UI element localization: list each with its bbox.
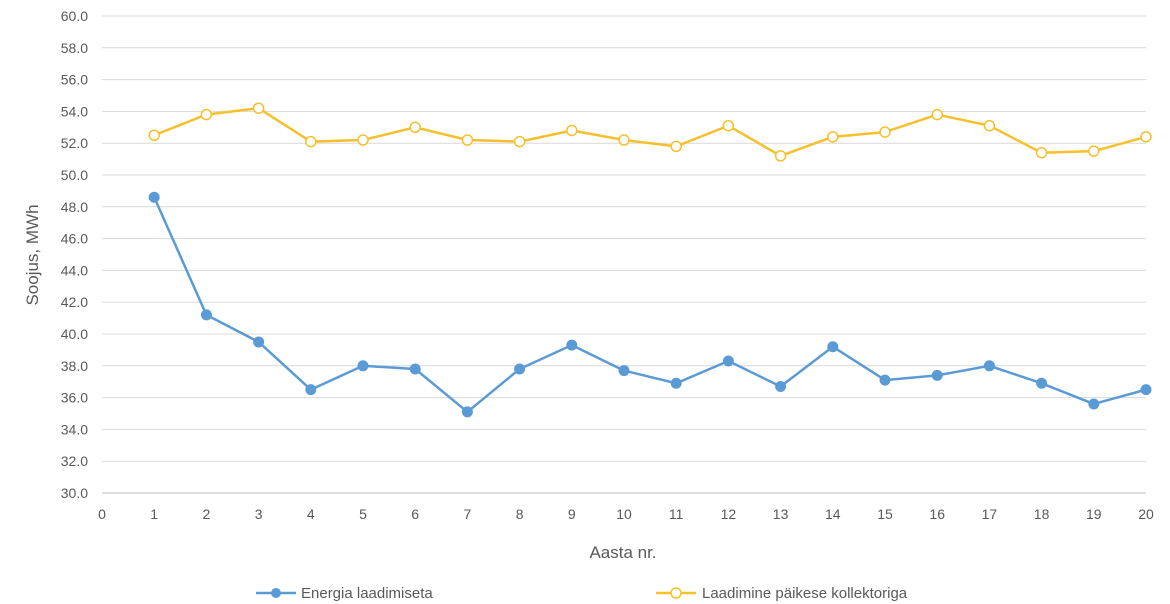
data-point bbox=[879, 374, 891, 386]
series-1 bbox=[148, 191, 1152, 418]
x-tick-label: 7 bbox=[464, 506, 472, 522]
data-point bbox=[357, 360, 369, 372]
y-tick-label: 56.0 bbox=[61, 72, 88, 88]
x-tick-label: 6 bbox=[411, 506, 419, 522]
data-point bbox=[1035, 146, 1048, 159]
legend: Energia laadimiseta Laadimine päikese kol… bbox=[256, 585, 908, 602]
data-point bbox=[722, 355, 734, 367]
x-tick-label: 5 bbox=[359, 506, 367, 522]
legend-label: Energia laadimiseta bbox=[301, 585, 433, 602]
data-point bbox=[514, 363, 526, 375]
legend-label: Laadimine päikese kollektoriga bbox=[702, 585, 908, 602]
y-tick-label: 44.0 bbox=[61, 262, 88, 278]
data-point bbox=[200, 309, 212, 321]
series-line bbox=[153, 106, 1147, 158]
data-point bbox=[461, 406, 473, 418]
y-tick-label: 38.0 bbox=[61, 358, 88, 374]
x-tick-label: 3 bbox=[255, 506, 263, 522]
legend-marker bbox=[271, 588, 281, 598]
data-point bbox=[1088, 398, 1100, 410]
y-tick-label: 46.0 bbox=[61, 231, 88, 247]
data-point bbox=[513, 135, 526, 148]
series-layer bbox=[148, 102, 1152, 418]
gridlines bbox=[102, 15, 1146, 462]
y-tick-label: 30.0 bbox=[61, 485, 88, 501]
legend-marker bbox=[670, 587, 682, 599]
data-point bbox=[305, 135, 317, 148]
x-tick-label: 18 bbox=[1034, 506, 1050, 522]
data-point bbox=[983, 119, 996, 132]
data-point bbox=[409, 121, 421, 134]
x-tick-label: 11 bbox=[669, 506, 684, 522]
y-axis-ticks: 30.0 32.0 34.0 36.0 38.0 40.0 42.0 44.0 46.0 48.0… bbox=[61, 8, 88, 501]
data-point bbox=[252, 102, 265, 114]
legend-item: Energia laadimiseta bbox=[256, 585, 433, 602]
x-tick-label: 1 bbox=[150, 506, 158, 522]
x-tick-label: 16 bbox=[929, 506, 945, 522]
y-tick-label: 40.0 bbox=[61, 326, 88, 342]
x-tick-label: 8 bbox=[516, 506, 524, 522]
data-point bbox=[148, 129, 160, 141]
data-point bbox=[1140, 131, 1152, 143]
x-tick-label: 14 bbox=[825, 506, 841, 522]
x-tick-label: 13 bbox=[773, 506, 789, 522]
x-tick-label: 12 bbox=[721, 506, 737, 522]
x-axis-ticks: 0 1 2 3 4 5 6 7 8 9 10 11 12 13 14 15 16 17 18 19 20 bbox=[98, 506, 1154, 522]
data-point bbox=[1036, 377, 1048, 389]
y-tick-label: 58.0 bbox=[61, 40, 88, 56]
y-tick-label: 50.0 bbox=[61, 167, 88, 183]
y-tick-label: 42.0 bbox=[61, 294, 88, 310]
data-point bbox=[931, 108, 943, 121]
data-point bbox=[722, 119, 735, 132]
y-axis-title: Soojus, MWh bbox=[23, 204, 42, 305]
data-point bbox=[357, 134, 369, 146]
data-point bbox=[409, 363, 421, 375]
data-point bbox=[827, 131, 839, 143]
y-tick-label: 52.0 bbox=[61, 135, 88, 151]
data-point bbox=[775, 380, 787, 392]
x-tick-label: 2 bbox=[203, 506, 211, 522]
data-point bbox=[774, 150, 787, 162]
data-point bbox=[253, 336, 265, 348]
data-point bbox=[461, 134, 474, 146]
x-tick-label: 20 bbox=[1138, 506, 1154, 522]
data-point bbox=[618, 365, 630, 377]
data-point bbox=[1140, 384, 1152, 396]
data-point bbox=[670, 377, 682, 389]
x-tick-label: 9 bbox=[568, 506, 576, 522]
y-tick-label: 54.0 bbox=[61, 103, 88, 119]
data-point bbox=[931, 369, 943, 381]
y-tick-label: 34.0 bbox=[61, 421, 88, 437]
data-point bbox=[148, 191, 160, 203]
y-tick-label: 32.0 bbox=[61, 453, 88, 469]
x-axis-title: Aasta nr. bbox=[589, 543, 656, 562]
data-point bbox=[1088, 145, 1100, 157]
data-point bbox=[827, 341, 839, 353]
y-tick-label: 48.0 bbox=[61, 199, 88, 215]
x-tick-label: 10 bbox=[616, 506, 632, 522]
series-line bbox=[153, 196, 1147, 414]
y-tick-label: 36.0 bbox=[61, 390, 88, 406]
x-tick-label: 19 bbox=[1086, 506, 1102, 522]
data-point bbox=[305, 384, 317, 396]
data-point bbox=[200, 108, 213, 121]
data-point bbox=[879, 126, 891, 138]
series-2 bbox=[148, 102, 1152, 162]
legend-item: Laadimine päikese kollektoriga bbox=[656, 585, 908, 602]
x-tick-label: 0 bbox=[98, 506, 106, 522]
x-tick-label: 15 bbox=[877, 506, 893, 522]
y-tick-label: 60.0 bbox=[61, 8, 88, 24]
x-tick-label: 17 bbox=[982, 506, 998, 522]
data-point bbox=[566, 339, 578, 351]
data-point bbox=[983, 360, 995, 372]
data-point bbox=[618, 134, 630, 146]
data-point bbox=[670, 140, 682, 153]
x-tick-label: 4 bbox=[307, 506, 315, 522]
data-point bbox=[566, 124, 578, 137]
